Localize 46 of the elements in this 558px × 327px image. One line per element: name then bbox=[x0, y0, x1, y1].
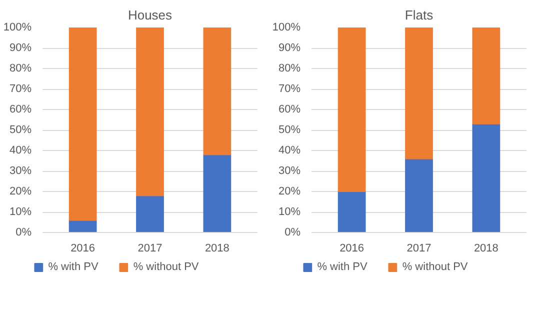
x-tick-label: 2018 bbox=[204, 242, 230, 254]
bar bbox=[68, 220, 97, 232]
y-tick-label: 0% bbox=[16, 226, 32, 238]
x-tick-label: 2018 bbox=[474, 242, 498, 254]
x-tick-label: 2017 bbox=[406, 242, 432, 254]
y-tick-label: 10% bbox=[278, 206, 301, 218]
y-tick-label: 50% bbox=[278, 124, 301, 136]
x-tick-label: 2016 bbox=[70, 242, 96, 254]
x-tick-label: 2017 bbox=[138, 242, 162, 254]
chart-title: Houses bbox=[128, 8, 173, 22]
y-tick-label: 0% bbox=[284, 226, 301, 238]
y-tick-label: 60% bbox=[9, 104, 32, 116]
bar bbox=[203, 28, 232, 156]
bar bbox=[405, 28, 433, 160]
y-tick-label: 50% bbox=[9, 124, 32, 136]
y-tick-label: 30% bbox=[9, 165, 32, 177]
y-tick-label: 40% bbox=[9, 144, 32, 156]
legend-label: % with PV bbox=[317, 261, 368, 273]
x-tick-label: 2016 bbox=[340, 242, 364, 254]
bar bbox=[472, 123, 500, 232]
y-tick-label: 70% bbox=[9, 83, 32, 95]
y-tick-label: 90% bbox=[278, 42, 301, 54]
bar bbox=[405, 158, 433, 232]
bar bbox=[136, 28, 164, 196]
bar bbox=[338, 28, 366, 192]
y-tick-label: 80% bbox=[9, 62, 32, 74]
legend-label: % without PV bbox=[133, 261, 199, 273]
bar bbox=[68, 28, 97, 221]
bar bbox=[136, 195, 164, 232]
chart-title: Flats bbox=[404, 8, 434, 22]
bar bbox=[203, 154, 232, 232]
y-tick-label: 70% bbox=[278, 83, 301, 95]
y-tick-label: 20% bbox=[278, 186, 301, 198]
y-tick-label: 100% bbox=[272, 22, 301, 34]
legend-label: % without PV bbox=[402, 261, 468, 273]
y-tick-label: 10% bbox=[9, 206, 32, 218]
bar bbox=[338, 191, 366, 232]
y-tick-label: 40% bbox=[278, 144, 301, 156]
y-tick-label: 80% bbox=[278, 62, 301, 74]
y-tick-label: 20% bbox=[9, 186, 32, 198]
y-tick-label: 60% bbox=[278, 104, 301, 116]
y-tick-label: 100% bbox=[3, 22, 32, 34]
y-tick-label: 30% bbox=[278, 165, 301, 177]
y-tick-label: 90% bbox=[9, 42, 32, 54]
legend-label: % with PV bbox=[48, 261, 98, 273]
bar bbox=[472, 28, 500, 124]
